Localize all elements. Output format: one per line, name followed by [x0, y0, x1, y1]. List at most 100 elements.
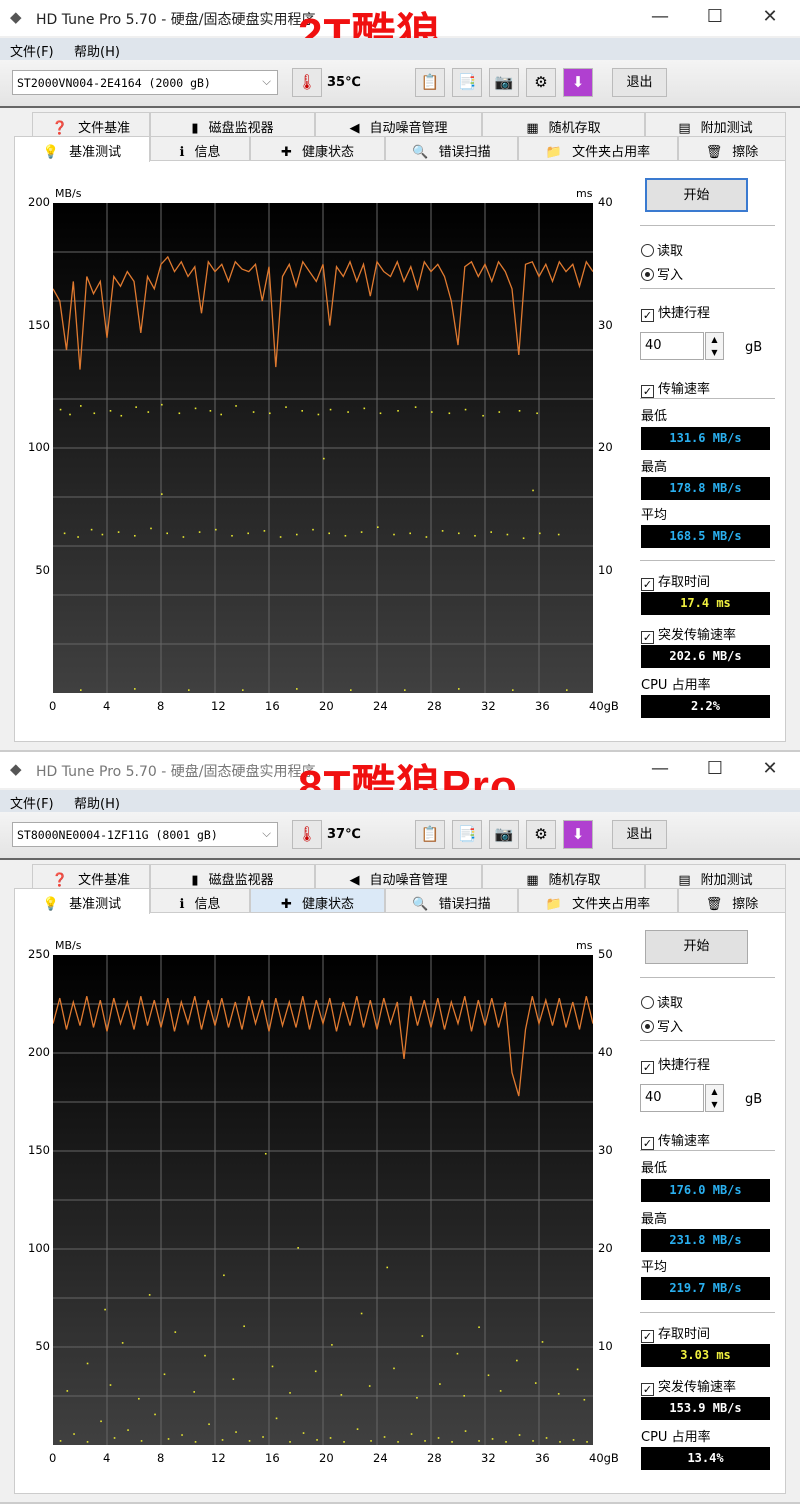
short-stroke-input[interactable]: 40	[640, 332, 704, 360]
burst-rate-checkbox[interactable]: ✓	[641, 1383, 654, 1396]
tab-trash[interactable]: 🗑 擦除	[678, 888, 786, 912]
burst-rate[interactable]: ✓ 突发传输速率	[641, 624, 736, 644]
avg-label: 平均	[641, 508, 668, 523]
tab-magnifier[interactable]: 🔍 错误扫描	[385, 136, 518, 160]
min-label: 最低	[641, 1161, 668, 1176]
start-button[interactable]: 开始	[645, 930, 748, 964]
access-time-point	[86, 1362, 89, 1365]
start-button[interactable]: 开始	[645, 178, 748, 212]
copy-screenshot-button[interactable]: 📑	[452, 68, 482, 97]
options-button[interactable]: ⚙	[526, 820, 556, 849]
tab-speaker[interactable]: ◀ 自动噪音管理	[315, 864, 482, 888]
tab-file-benchmark[interactable]: ❓ 文件基准	[32, 112, 150, 136]
menu-item[interactable]: 帮助(H)	[74, 797, 120, 812]
temperature-value: 37℃	[327, 827, 361, 842]
copy-info-button[interactable]: 📋	[415, 68, 445, 97]
write-option[interactable]: 写入	[641, 1016, 683, 1035]
minimize-button[interactable]: —	[651, 6, 669, 27]
copy-info-button[interactable]: 📋	[415, 820, 445, 849]
short-stroke[interactable]: ✓ 快捷行程	[641, 302, 710, 322]
tab-folder[interactable]: 📁 文件夹占用率	[518, 888, 678, 912]
transfer-rate-checkbox[interactable]: ✓	[641, 1137, 654, 1150]
download-button[interactable]: ⬇	[563, 68, 593, 97]
access-time-checkbox[interactable]: ✓	[641, 578, 654, 591]
tab-extra-tests[interactable]: ▤ 附加测试	[645, 112, 786, 136]
extra-tests-icon: ▤	[678, 873, 691, 888]
tab-disk-monitor[interactable]: ▮ 磁盘监视器	[150, 864, 315, 888]
max-label: 最高	[641, 460, 668, 475]
camera-button[interactable]: 📷	[489, 68, 519, 97]
read-option-radio[interactable]	[641, 996, 654, 1009]
tab-speaker[interactable]: ◀ 自动噪音管理	[315, 112, 482, 136]
access-time-point	[120, 414, 123, 417]
menu-item[interactable]: 文件(F)	[10, 797, 54, 812]
access-time-point	[247, 532, 249, 535]
access-time-point	[161, 403, 163, 406]
transfer-rate-checkbox[interactable]: ✓	[641, 385, 654, 398]
close-button[interactable]: ✕	[762, 6, 778, 27]
short-stroke-stepper[interactable]: ▲ ▼	[705, 332, 724, 360]
read-option-radio[interactable]	[641, 244, 654, 257]
menu-item[interactable]: 帮助(H)	[74, 45, 120, 60]
write-option[interactable]: 写入	[641, 264, 683, 283]
burst-rate-checkbox[interactable]: ✓	[641, 631, 654, 644]
tab-info[interactable]: ℹ 信息	[150, 136, 250, 160]
access-time-point	[463, 1395, 465, 1397]
exit-button[interactable]: 退出	[612, 68, 667, 97]
access-time-point	[410, 1433, 413, 1435]
tab-disk-monitor[interactable]: ▮ 磁盘监视器	[150, 112, 315, 136]
tab-file-benchmark[interactable]: ❓ 文件基准	[32, 864, 150, 888]
options-button[interactable]: ⚙	[526, 68, 556, 97]
close-button[interactable]: ✕	[762, 758, 778, 779]
short-stroke[interactable]: ✓ 快捷行程	[641, 1054, 710, 1074]
tab-label: 文件夹占用率	[572, 145, 651, 160]
write-option-radio[interactable]	[641, 268, 654, 281]
access-time-point	[167, 1438, 170, 1440]
access-time-point	[522, 537, 525, 540]
exit-button[interactable]: 退出	[612, 820, 667, 849]
read-option[interactable]: 读取	[641, 992, 683, 1011]
y2-tick-label: 20	[598, 440, 613, 454]
tab-benchmark[interactable]: 💡 基准测试	[14, 888, 150, 914]
write-option-radio[interactable]	[641, 1020, 654, 1033]
read-option[interactable]: 读取	[641, 240, 683, 259]
access-time[interactable]: ✓ 存取时间	[641, 571, 710, 591]
short-stroke-checkbox[interactable]: ✓	[641, 309, 654, 322]
tab-trash[interactable]: 🗑 擦除	[678, 136, 786, 160]
menu-item[interactable]: 文件(F)	[10, 45, 54, 60]
tab-health-cross[interactable]: ✚ 健康状态	[250, 888, 385, 912]
y2-tick-label: 40	[598, 1045, 613, 1059]
burst-rate[interactable]: ✓ 突发传输速率	[641, 1376, 736, 1396]
read-option-label: 读取	[657, 244, 684, 259]
tab-random-access[interactable]: ▦ 随机存取	[482, 112, 645, 136]
access-time-point	[397, 1441, 399, 1443]
minimize-button[interactable]: —	[651, 758, 669, 779]
short-stroke-stepper[interactable]: ▲ ▼	[705, 1084, 724, 1112]
tab-benchmark[interactable]: 💡 基准测试	[14, 136, 150, 162]
tab-extra-tests[interactable]: ▤ 附加测试	[645, 864, 786, 888]
drive-select-value: ST2000VN004-2E4164 (2000 gB)	[17, 76, 211, 90]
tab-random-access[interactable]: ▦ 随机存取	[482, 864, 645, 888]
tab-health-cross[interactable]: ✚ 健康状态	[250, 136, 385, 160]
short-stroke-checkbox[interactable]: ✓	[641, 1061, 654, 1074]
maximize-button[interactable]: ☐	[706, 6, 724, 27]
tab-folder[interactable]: 📁 文件夹占用率	[518, 136, 678, 160]
access-time-point	[344, 534, 347, 537]
transfer-rate[interactable]: ✓ 传输速率	[641, 378, 710, 398]
drive-select[interactable]: ST8000NE0004-1ZF11G (8001 gB) ⌵	[12, 822, 278, 847]
camera-button[interactable]: 📷	[489, 820, 519, 849]
magnifier-icon: 🔍	[412, 897, 429, 912]
drive-select[interactable]: ST2000VN004-2E4164 (2000 gB) ⌵	[12, 70, 278, 95]
short-stroke-input[interactable]: 40	[640, 1084, 704, 1112]
app-window: ◆ HD Tune Pro 5.70 - 硬盘/固态硬盘实用程序 2T酷狼 — ☐ ✕ 文件…	[0, 0, 800, 752]
access-time-checkbox[interactable]: ✓	[641, 1330, 654, 1343]
transfer-rate[interactable]: ✓ 传输速率	[641, 1130, 710, 1150]
copy-screenshot-button[interactable]: 📑	[452, 820, 482, 849]
tab-info[interactable]: ℹ 信息	[150, 888, 250, 912]
download-button[interactable]: ⬇	[563, 820, 593, 849]
access-time[interactable]: ✓ 存取时间	[641, 1323, 710, 1343]
maximize-button[interactable]: ☐	[706, 758, 724, 779]
tab-magnifier[interactable]: 🔍 错误扫描	[385, 888, 518, 912]
x-tick-label: 16	[265, 699, 280, 713]
tab-label: 擦除	[732, 897, 759, 912]
